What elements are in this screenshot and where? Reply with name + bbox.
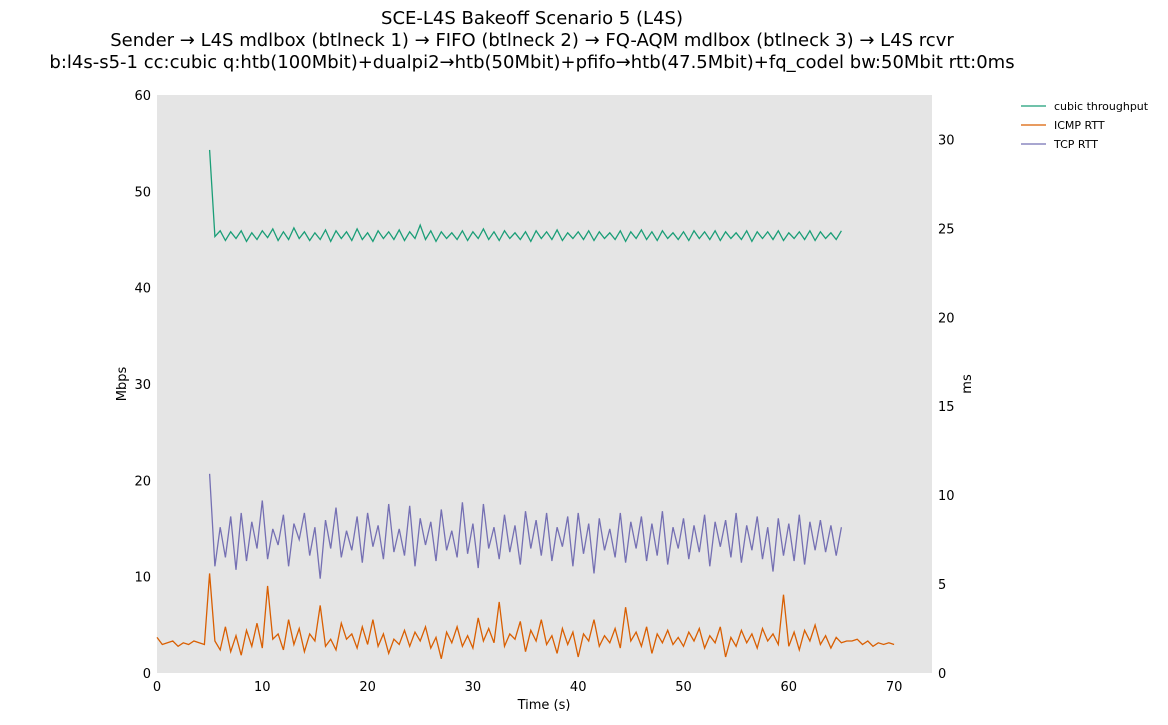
y-left-tick-label: 50: [134, 185, 151, 200]
y-left-tick-label: 30: [134, 378, 151, 393]
legend-label: ICMP RTT: [1054, 119, 1105, 132]
x-tick-label: 50: [675, 680, 692, 695]
y-right-tick-label: 25: [938, 222, 955, 237]
x-tick-label: 60: [781, 680, 798, 695]
chart-subtitle: Sender → L4S mdlbox (btlneck 1) → FIFO (…: [110, 30, 954, 51]
y-left-tick-label: 0: [143, 667, 151, 682]
plot-area: [157, 95, 932, 673]
y-axis-left-label: Mbps: [115, 367, 130, 402]
y-right-tick-label: 20: [938, 311, 955, 326]
legend-label: cubic throughput: [1054, 100, 1149, 113]
x-tick-label: 40: [570, 680, 587, 695]
x-tick-label: 10: [254, 680, 271, 695]
y-right-tick-label: 30: [938, 133, 955, 148]
chart-title: SCE-L4S Bakeoff Scenario 5 (L4S): [381, 8, 683, 29]
y-right-tick-label: 0: [938, 667, 946, 682]
x-axis-label: Time (s): [517, 698, 571, 713]
axis-ticks: 0 10 20 30 40 50 60 70 0 10 20 30 40 50 60 0 5 10 15 20 25 30: [134, 89, 954, 695]
x-tick-label: 30: [465, 680, 482, 695]
y-right-tick-label: 10: [938, 489, 955, 504]
y-left-tick-label: 20: [134, 474, 151, 489]
series-line-icmp-rtt: [156, 573, 895, 659]
x-tick-label: 20: [359, 680, 376, 695]
y-right-tick-label: 15: [938, 400, 955, 415]
series-lines: [156, 149, 895, 659]
y-left-tick-label: 60: [134, 89, 151, 104]
x-tick-label: 0: [153, 680, 161, 695]
y-left-tick-label: 40: [134, 282, 151, 297]
y-left-tick-label: 10: [134, 571, 151, 586]
y-axis-right-label: ms: [960, 374, 975, 394]
chart-config-line: b:l4s-s5-1 cc:cubic q:htb(100Mbit)+dualp…: [49, 52, 1014, 73]
legend-label: TCP RTT: [1053, 138, 1098, 151]
y-right-tick-label: 5: [938, 578, 946, 593]
x-tick-label: 70: [886, 680, 903, 695]
legend: cubic throughput ICMP RTT TCP RTT: [1021, 100, 1149, 151]
series-line-tcp-rtt: [208, 473, 843, 579]
series-line-cubic-throughput: [208, 149, 842, 243]
